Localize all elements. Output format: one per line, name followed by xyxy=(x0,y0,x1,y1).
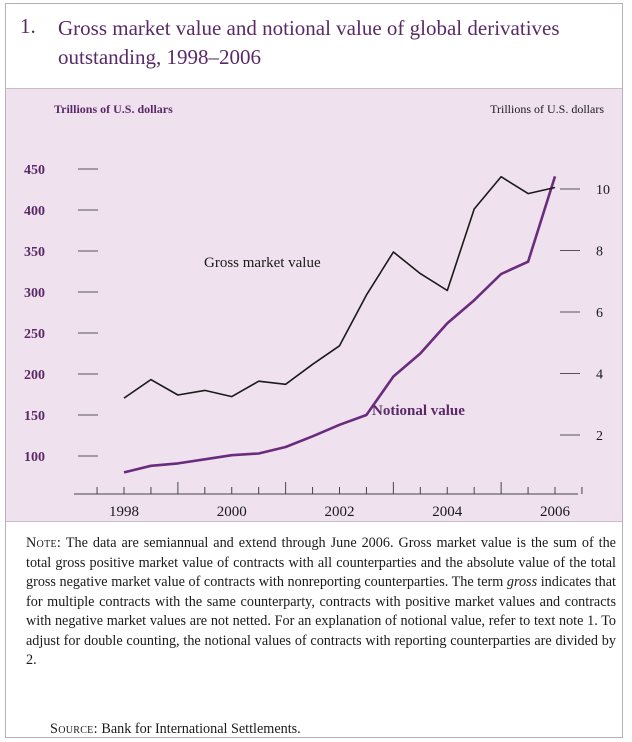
series-labels: Gross market value Notional value xyxy=(204,255,465,419)
left-axis-label: Trillions of U.S. dollars xyxy=(54,102,173,116)
figure-frame: 1. Gross market value and notional value… xyxy=(5,3,623,738)
left-tick-label: 450 xyxy=(24,163,45,178)
left-tick-label: 300 xyxy=(24,286,45,301)
right-tick-label: 8 xyxy=(596,245,603,260)
left-tick-label: 150 xyxy=(24,409,45,424)
left-tick-label: 350 xyxy=(24,245,45,260)
note-label: Note: xyxy=(26,535,62,551)
gross-market-value-label: Gross market value xyxy=(204,255,321,271)
x-axis: 1998 2000 2002 2004 2006 xyxy=(74,482,583,520)
notional-value-label: Notional value xyxy=(372,403,465,419)
left-tick-label: 200 xyxy=(24,368,45,383)
source-text: Bank for International Settlements. xyxy=(101,721,301,737)
note-text: The data are semiannual and extend throu… xyxy=(26,535,616,590)
title-box: 1. Gross market value and notional value… xyxy=(6,4,622,88)
right-tick-label: 6 xyxy=(596,306,603,321)
chart-panel: Trillions of U.S. dollars Trillions of U… xyxy=(6,88,622,522)
right-axis-ticks: 10 8 6 4 2 xyxy=(560,183,610,444)
source-label: Source: xyxy=(50,721,98,737)
x-tick-label: 2006 xyxy=(540,504,571,520)
source-line: Source: Bank for International Settlemen… xyxy=(50,721,301,738)
right-tick-label: 2 xyxy=(596,429,603,444)
x-tick-label: 1998 xyxy=(109,504,139,520)
right-tick-label: 4 xyxy=(596,368,603,383)
left-tick-label: 100 xyxy=(24,450,45,465)
x-tick-label: 2004 xyxy=(432,504,463,520)
left-tick-label: 250 xyxy=(24,327,45,342)
series-lines xyxy=(123,175,557,474)
x-tick-label: 2000 xyxy=(217,504,247,520)
figure-title: Gross market value and notional value of… xyxy=(58,16,560,69)
figure-number: 1. xyxy=(20,14,36,38)
chart-svg: Trillions of U.S. dollars Trillions of U… xyxy=(24,102,610,520)
left-axis-ticks: 450 400 350 300 250 200 150 100 xyxy=(24,163,98,465)
note-text-2: indicates that for multiple contracts wi… xyxy=(26,574,616,668)
gross-market-value-line xyxy=(123,175,556,399)
note-italic: gross xyxy=(506,574,538,590)
notional-value-line xyxy=(123,176,557,474)
x-tick-label: 2002 xyxy=(325,504,355,520)
right-axis-label: Trillions of U.S. dollars xyxy=(490,102,604,116)
note-paragraph: Note: The data are semiannual and extend… xyxy=(26,534,616,671)
left-tick-label: 400 xyxy=(24,204,45,219)
right-tick-label: 10 xyxy=(596,183,610,198)
